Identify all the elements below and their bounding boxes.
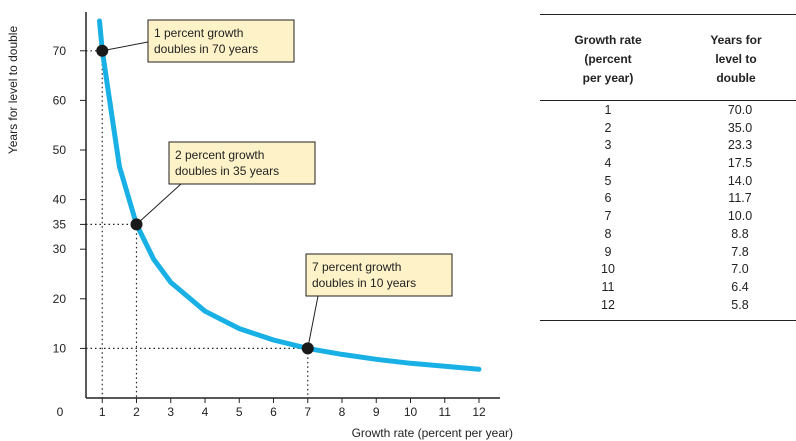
growth-rate-cell: 11 bbox=[601, 279, 615, 294]
annotation-line2: doubles in 70 years bbox=[154, 42, 258, 56]
x-tick-label: 11 bbox=[439, 405, 452, 419]
table-top-rule bbox=[540, 14, 796, 15]
table-row: 1 70.0 bbox=[540, 102, 796, 120]
doubling-curve bbox=[97, 18, 482, 372]
y-tick-label: 50 bbox=[53, 143, 67, 157]
growth-rate-cell: 5 bbox=[604, 173, 612, 188]
y-tick-label: 70 bbox=[53, 44, 67, 58]
years-cell: 7.0 bbox=[731, 262, 749, 277]
table-row: 6 11.7 bbox=[540, 190, 796, 208]
years-cell: 11.7 bbox=[728, 191, 752, 206]
annotation-box bbox=[305, 253, 453, 297]
annotation-line1: 2 percent growth bbox=[175, 148, 264, 162]
annotation-line1: 1 percent growth bbox=[154, 26, 243, 40]
growth-rate-cell: 12 bbox=[601, 297, 615, 312]
years-cell: 23.3 bbox=[727, 138, 753, 153]
x-tick-label: 9 bbox=[373, 405, 380, 419]
growth-rate-cell: 10 bbox=[601, 262, 615, 277]
x-tick-label: 12 bbox=[472, 405, 486, 419]
table-row: 10 7.0 bbox=[540, 261, 796, 279]
y-tick-label: 60 bbox=[53, 93, 67, 107]
table-header-years: Years for level to double bbox=[710, 33, 762, 85]
x-tick-label: 2 bbox=[133, 405, 140, 419]
annotations: 1 percent growth doubles in 70 years 2 per… bbox=[102, 19, 453, 349]
highlight-point bbox=[301, 342, 314, 355]
years-cell: 5.8 bbox=[731, 297, 749, 312]
x-tick-label: 4 bbox=[202, 405, 209, 419]
x-tick-label: 0 bbox=[57, 405, 64, 419]
table-header-growth-rate: Growth rate (percent per year) bbox=[574, 33, 642, 85]
years-cell: 7.8 bbox=[731, 244, 749, 259]
table-row: 7 10.0 bbox=[540, 208, 796, 226]
table-body: 1 70.0 2 35.0 3 23.3 4 17.5 5 14.0 6 11.7 7 10.0 8 8.8 9… bbox=[540, 101, 796, 320]
annotation-leader bbox=[102, 41, 149, 52]
highlight-point bbox=[130, 218, 143, 231]
y-tick-label: 30 bbox=[53, 242, 67, 256]
y-tick-label: 35 bbox=[53, 217, 67, 231]
highlight-point bbox=[96, 44, 109, 57]
annotation-leader bbox=[307, 295, 319, 349]
growth-rate-cell: 1 bbox=[604, 103, 612, 117]
highlight-points bbox=[96, 44, 314, 355]
growth-rate-cell: 6 bbox=[604, 191, 612, 206]
y-tick-label: 10 bbox=[53, 341, 67, 355]
x-tick-label: 3 bbox=[167, 405, 174, 419]
annotation-line2: doubles in 10 years bbox=[312, 276, 416, 290]
years-cell: 6.4 bbox=[731, 279, 749, 294]
table-row: 3 23.3 bbox=[540, 137, 796, 155]
years-cell: 10.0 bbox=[727, 209, 753, 224]
annotation-box bbox=[147, 19, 295, 63]
x-tick-label: 6 bbox=[270, 405, 277, 419]
doubling-table: Growth rate (percent per year) Years for… bbox=[540, 14, 796, 322]
table-header: Growth rate (percent per year) Years for… bbox=[540, 15, 796, 100]
growth-rate-cell: 2 bbox=[604, 120, 612, 135]
years-cell: 8.8 bbox=[731, 226, 749, 241]
x-tick-label: 8 bbox=[339, 405, 346, 419]
annotation-box bbox=[168, 141, 316, 185]
table-row: 8 8.8 bbox=[540, 226, 796, 244]
table-row: 5 14.0 bbox=[540, 173, 796, 191]
y-axis-label: Years for level to double bbox=[6, 26, 20, 155]
chart-axes bbox=[85, 12, 500, 399]
table-row: 11 6.4 bbox=[540, 279, 796, 297]
years-cell: 17.5 bbox=[727, 156, 753, 171]
table-row: 9 7.8 bbox=[540, 244, 796, 262]
growth-rate-cell: 3 bbox=[604, 138, 612, 153]
growth-rate-cell: 4 bbox=[604, 156, 612, 171]
x-tick-label: 7 bbox=[304, 405, 311, 419]
years-cell: 70.0 bbox=[727, 103, 753, 117]
y-tick-label: 20 bbox=[53, 292, 67, 306]
x-axis-label: Growth rate (percent per year) bbox=[352, 426, 513, 440]
years-cell: 14.0 bbox=[727, 173, 753, 188]
annotation-leader bbox=[136, 183, 182, 225]
table-row: 2 35.0 bbox=[540, 120, 796, 138]
annotation-line1: 7 percent growth bbox=[312, 260, 401, 274]
dotted-guides bbox=[86, 50, 309, 398]
y-tick-label: 40 bbox=[53, 193, 67, 207]
x-tick-label: 10 bbox=[404, 405, 418, 419]
growth-rate-cell: 8 bbox=[604, 226, 612, 241]
table-row: 12 5.8 bbox=[540, 297, 796, 315]
growth-rate-cell: 9 bbox=[604, 244, 612, 259]
table-bottom-rule bbox=[540, 320, 796, 322]
table-row: 4 17.5 bbox=[540, 155, 796, 173]
table-header-rule bbox=[540, 100, 796, 101]
x-tick-label: 5 bbox=[236, 405, 243, 419]
x-tick-label: 1 bbox=[99, 405, 106, 419]
growth-rate-cell: 7 bbox=[604, 209, 612, 224]
years-cell: 35.0 bbox=[727, 120, 753, 135]
annotation-line2: doubles in 35 years bbox=[175, 164, 279, 178]
